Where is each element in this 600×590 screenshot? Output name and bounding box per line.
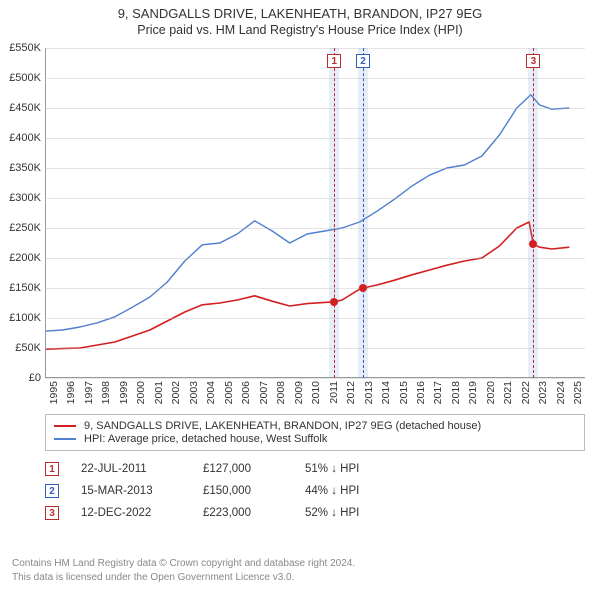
sales-delta: 52% ↓ HPI <box>305 507 405 519</box>
x-tick-label: 1997 <box>83 381 95 404</box>
sales-date: 15-MAR-2013 <box>81 485 181 497</box>
x-tick-label: 2008 <box>275 381 287 404</box>
chart-container: 9, SANDGALLS DRIVE, LAKENHEATH, BRANDON,… <box>0 0 600 590</box>
x-tick-label: 2017 <box>432 381 444 404</box>
sale-dot <box>330 298 338 306</box>
y-tick-label: £150K <box>9 282 41 294</box>
gridline-h <box>45 288 585 289</box>
legend-label: 9, SANDGALLS DRIVE, LAKENHEATH, BRANDON,… <box>84 420 481 432</box>
x-tick-label: 2005 <box>223 381 235 404</box>
title-block: 9, SANDGALLS DRIVE, LAKENHEATH, BRANDON,… <box>0 0 600 39</box>
y-tick-label: £250K <box>9 222 41 234</box>
legend-swatch <box>54 438 76 440</box>
chart-plot-area: £0£50K£100K£150K£200K£250K£300K£350K£400… <box>45 48 585 378</box>
sales-marker-box: 3 <box>45 506 59 520</box>
sales-price: £223,000 <box>203 507 283 519</box>
title-line2: Price paid vs. HM Land Registry's House … <box>10 23 590 37</box>
sales-marker-box: 1 <box>45 462 59 476</box>
gridline-h <box>45 378 585 379</box>
sales-table: 1 22-JUL-2011 £127,000 51% ↓ HPI 2 15-MA… <box>45 458 585 524</box>
x-tick-label: 2021 <box>502 381 514 404</box>
x-tick-label: 2009 <box>293 381 305 404</box>
x-tick-label: 2013 <box>363 381 375 404</box>
chart-lines-svg <box>45 48 585 378</box>
gridline-h <box>45 348 585 349</box>
sales-date: 22-JUL-2011 <box>81 463 181 475</box>
sale-marker-dash <box>533 48 534 378</box>
gridline-h <box>45 198 585 199</box>
sales-row: 1 22-JUL-2011 £127,000 51% ↓ HPI <box>45 458 585 480</box>
x-tick-label: 1999 <box>118 381 130 404</box>
y-tick-label: £50K <box>15 342 41 354</box>
sale-dot <box>359 284 367 292</box>
sale-marker-dash <box>363 48 364 378</box>
gridline-h <box>45 48 585 49</box>
sale-marker-box: 2 <box>356 54 370 68</box>
sales-row: 2 15-MAR-2013 £150,000 44% ↓ HPI <box>45 480 585 502</box>
sale-marker-box: 3 <box>526 54 540 68</box>
series-price_paid <box>45 222 569 349</box>
x-tick-label: 2023 <box>537 381 549 404</box>
y-tick-label: £400K <box>9 132 41 144</box>
y-tick-label: £200K <box>9 252 41 264</box>
y-tick-label: £550K <box>9 42 41 54</box>
y-tick-label: £500K <box>9 72 41 84</box>
legend-swatch <box>54 425 76 427</box>
legend: 9, SANDGALLS DRIVE, LAKENHEATH, BRANDON,… <box>45 414 585 451</box>
sale-dot <box>529 240 537 248</box>
y-axis-line <box>45 48 46 378</box>
y-tick-label: £300K <box>9 192 41 204</box>
x-tick-label: 2001 <box>153 381 165 404</box>
x-tick-label: 2002 <box>170 381 182 404</box>
footer: Contains HM Land Registry data © Crown c… <box>12 557 588 584</box>
x-tick-label: 1995 <box>48 381 60 404</box>
footer-line2: This data is licensed under the Open Gov… <box>12 571 588 585</box>
sales-price: £150,000 <box>203 485 283 497</box>
x-tick-label: 2003 <box>188 381 200 404</box>
gridline-h <box>45 168 585 169</box>
x-tick-label: 2016 <box>415 381 427 404</box>
x-tick-label: 1996 <box>65 381 77 404</box>
footer-line1: Contains HM Land Registry data © Crown c… <box>12 557 588 571</box>
sale-marker-box: 1 <box>327 54 341 68</box>
sales-row: 3 12-DEC-2022 £223,000 52% ↓ HPI <box>45 502 585 524</box>
y-tick-label: £350K <box>9 162 41 174</box>
sales-date: 12-DEC-2022 <box>81 507 181 519</box>
x-tick-label: 2020 <box>485 381 497 404</box>
gridline-h <box>45 258 585 259</box>
x-tick-label: 2000 <box>135 381 147 404</box>
sales-delta: 51% ↓ HPI <box>305 463 405 475</box>
gridline-h <box>45 318 585 319</box>
x-tick-label: 2015 <box>398 381 410 404</box>
x-tick-label: 2024 <box>555 381 567 404</box>
x-tick-label: 2022 <box>520 381 532 404</box>
legend-row: 9, SANDGALLS DRIVE, LAKENHEATH, BRANDON,… <box>54 420 576 432</box>
x-tick-label: 2012 <box>345 381 357 404</box>
x-tick-label: 2014 <box>380 381 392 404</box>
x-tick-label: 2025 <box>572 381 584 404</box>
sales-marker-box: 2 <box>45 484 59 498</box>
gridline-h <box>45 138 585 139</box>
sales-delta: 44% ↓ HPI <box>305 485 405 497</box>
x-tick-label: 2011 <box>328 381 340 404</box>
y-tick-label: £450K <box>9 102 41 114</box>
x-tick-label: 2007 <box>258 381 270 404</box>
legend-row: HPI: Average price, detached house, West… <box>54 433 576 445</box>
legend-label: HPI: Average price, detached house, West… <box>84 433 327 445</box>
gridline-h <box>45 78 585 79</box>
gridline-h <box>45 108 585 109</box>
title-line1: 9, SANDGALLS DRIVE, LAKENHEATH, BRANDON,… <box>10 6 590 21</box>
sale-marker-dash <box>334 48 335 378</box>
sales-price: £127,000 <box>203 463 283 475</box>
x-tick-label: 2006 <box>240 381 252 404</box>
gridline-h <box>45 228 585 229</box>
x-tick-label: 2010 <box>310 381 322 404</box>
x-tick-label: 2004 <box>205 381 217 404</box>
y-tick-label: £100K <box>9 312 41 324</box>
y-tick-label: £0 <box>29 372 41 384</box>
x-tick-label: 2019 <box>467 381 479 404</box>
x-tick-label: 2018 <box>450 381 462 404</box>
series-hpi <box>45 95 569 331</box>
x-tick-label: 1998 <box>100 381 112 404</box>
